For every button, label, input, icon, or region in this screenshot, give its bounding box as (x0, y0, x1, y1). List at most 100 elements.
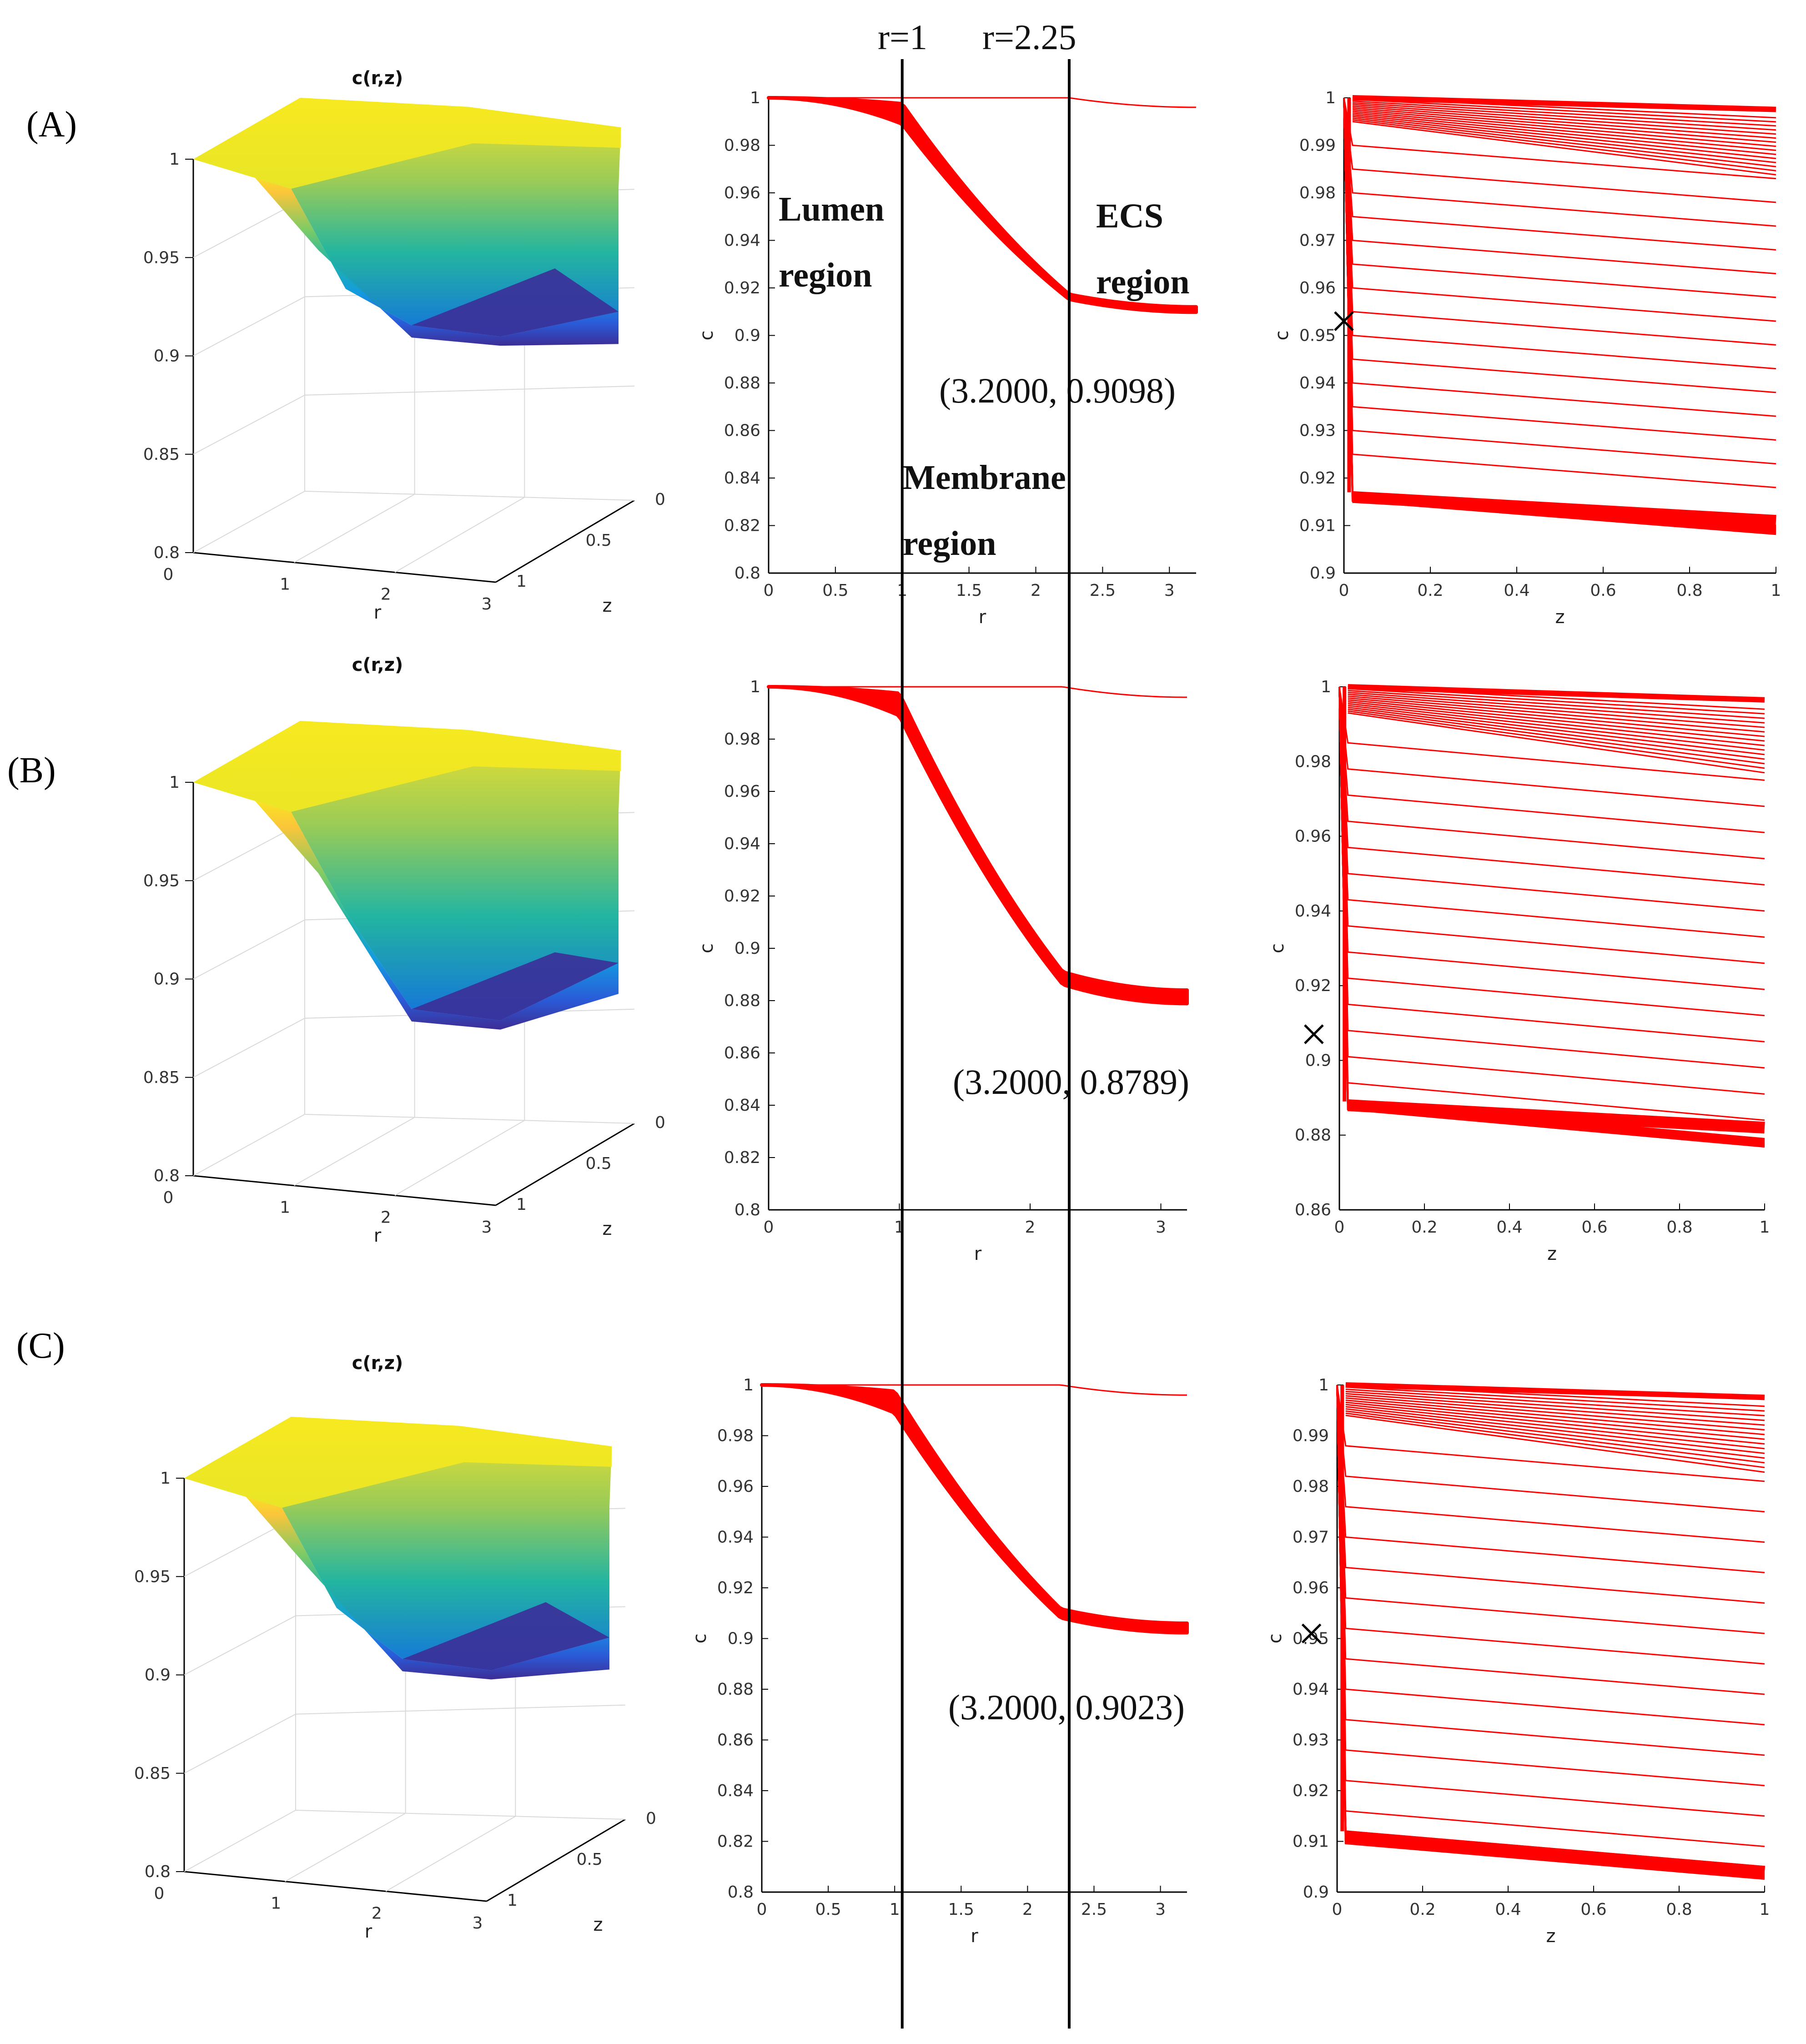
membrane-label-2: region (903, 524, 996, 563)
x-tick-label: 0.5 (822, 581, 848, 600)
y-tick-label: 0.91 (1299, 517, 1336, 535)
y-tick-label: 0.82 (724, 517, 760, 535)
inlet-curve (762, 1384, 1187, 1396)
mid-family-line (1338, 686, 1765, 964)
y-tick-label: 0.99 (1293, 1427, 1329, 1445)
y-tick-label: 0.99 (1299, 136, 1336, 155)
zdir-tick-label: 1 (516, 572, 527, 591)
floor-grid-line (394, 497, 525, 573)
label-r225: r=2.25 (982, 17, 1076, 57)
y-tick-label: 0.9 (1310, 564, 1336, 583)
top-bundle-line (1352, 99, 1776, 123)
zdir-tick-label: 0.5 (586, 531, 612, 550)
r-axis (184, 1871, 487, 1902)
y-tick-label: 0.96 (1293, 1579, 1329, 1597)
x-tick-label: 3 (1164, 581, 1175, 600)
x-tick-label: 1 (1771, 581, 1781, 600)
top-bundle-line (1348, 705, 1765, 755)
annotation-b: (3.2000, 0.8789) (953, 1062, 1189, 1102)
floor-grid-line (193, 1114, 305, 1176)
z-tick-label: 0.95 (143, 871, 180, 890)
top-bundle-line (1348, 708, 1765, 765)
y-axis-label: c (1272, 331, 1293, 341)
bottom-bundle-line (1336, 1384, 1765, 1869)
surface-chart-c: 0.8 0.85 0.9 0.95 1 0 1 2 3 r 0 0.5 1 z (134, 1417, 656, 1942)
y-tick-label: 1 (743, 1376, 754, 1395)
top-bundle-line (1348, 688, 1765, 715)
mid-family-line (1338, 686, 1765, 938)
zdir-tick-label: 1 (516, 1195, 527, 1214)
x-tick-label: 0 (1332, 1900, 1343, 1919)
y-tick-label: 0.95 (1299, 327, 1336, 345)
mid-family-line (1336, 1384, 1765, 1756)
wall-grid-line (295, 1704, 626, 1715)
bottom-bundle-line (1336, 1384, 1765, 1870)
floor-grid-line (304, 491, 635, 501)
bottom-bundle-line (1338, 686, 1765, 1140)
mid-family-line (1343, 97, 1776, 203)
line-chart-c-z: 0.90.910.920.930.940.950.960.970.980.991… (1265, 1376, 1770, 1947)
y-tick-label: 0.92 (717, 1579, 754, 1597)
x-axis-label: r (971, 1926, 978, 1947)
y-tick-label: 0.9 (734, 327, 760, 345)
r-axis-label: r (374, 1225, 382, 1246)
y-axis-label: c (1267, 943, 1288, 953)
floor-grid-line (294, 1117, 415, 1186)
y-tick-label: 0.98 (1293, 1477, 1329, 1496)
y-tick-label: 0.82 (724, 1148, 760, 1167)
y-axis-label: c (689, 1634, 710, 1644)
z-tick-label: 0.8 (154, 544, 180, 562)
mid-family-line (1336, 1384, 1765, 1695)
x-marker (1304, 1024, 1324, 1044)
x-tick-label: 0 (764, 581, 774, 600)
surface-title-b: c(r,z) (352, 654, 403, 675)
top-bundle-line (1345, 1399, 1765, 1440)
line-chart-b-r: 0.8 0.82 0.84 0.86 0.88 0.9 0.92 0.94 0.96 0.98 1 0… (696, 678, 1189, 1264)
top-bundle-line (1345, 1415, 1765, 1473)
top-bundle-edge (1352, 95, 1776, 112)
z-tick-label: 1 (160, 1469, 171, 1488)
r-axis (193, 552, 496, 583)
y-tick-label: 0.8 (728, 1883, 754, 1902)
concentration-band (767, 685, 1189, 1006)
x-tick-label: 0.5 (815, 1900, 841, 1919)
z-tick-label: 0.9 (145, 1666, 171, 1685)
annotation-c: (3.2000, 0.9023) (948, 1687, 1185, 1727)
r-tick-label: 0 (163, 565, 174, 584)
concentration-band (767, 96, 1198, 314)
bottom-bundle-line (1336, 1384, 1765, 1875)
x-tick-label: 0.8 (1676, 581, 1702, 600)
x-tick-label: 0.8 (1666, 1218, 1692, 1237)
y-tick-label: 0.86 (1295, 1201, 1331, 1219)
y-tick-label: 0.84 (724, 469, 760, 488)
y-tick-label: 0.84 (717, 1782, 754, 1800)
floor-grid-line (294, 493, 415, 563)
wall-grid-line (304, 385, 635, 396)
mid-family-line (1338, 686, 1765, 1042)
top-bundle-line (1352, 114, 1776, 159)
y-tick-label: 1 (750, 89, 760, 107)
top-bundle-line (1345, 1389, 1765, 1417)
x-tick-label: 2.5 (1081, 1900, 1107, 1919)
top-bundle-edge (1348, 684, 1765, 703)
top-bundle-edge (1345, 1382, 1765, 1400)
y-tick-label: 0.94 (724, 232, 760, 250)
panel-label-a: (A) (26, 105, 77, 145)
y-tick-label: 0.96 (1299, 279, 1336, 297)
y-tick-label: 0.94 (1295, 902, 1331, 921)
zdir-tick-label: 0.5 (586, 1154, 612, 1173)
ecs-label-2: region (1096, 263, 1189, 301)
top-bundle-line (1352, 121, 1776, 176)
zdir-tick-label: 1 (507, 1891, 518, 1910)
top-bundle-line (1352, 111, 1776, 151)
surface-minimum (412, 268, 619, 337)
r-axis (193, 1175, 496, 1206)
top-bundle-line (1348, 703, 1765, 751)
y-tick-label: 0.9 (1305, 1051, 1331, 1070)
x-axis-label: r (979, 607, 986, 628)
y-axis-label: c (1265, 1634, 1286, 1644)
y-tick-label: 0.88 (1295, 1126, 1331, 1145)
concentration-band (760, 1383, 1189, 1635)
r-tick-label: 2 (381, 585, 391, 604)
mid-family-line (1338, 686, 1765, 807)
